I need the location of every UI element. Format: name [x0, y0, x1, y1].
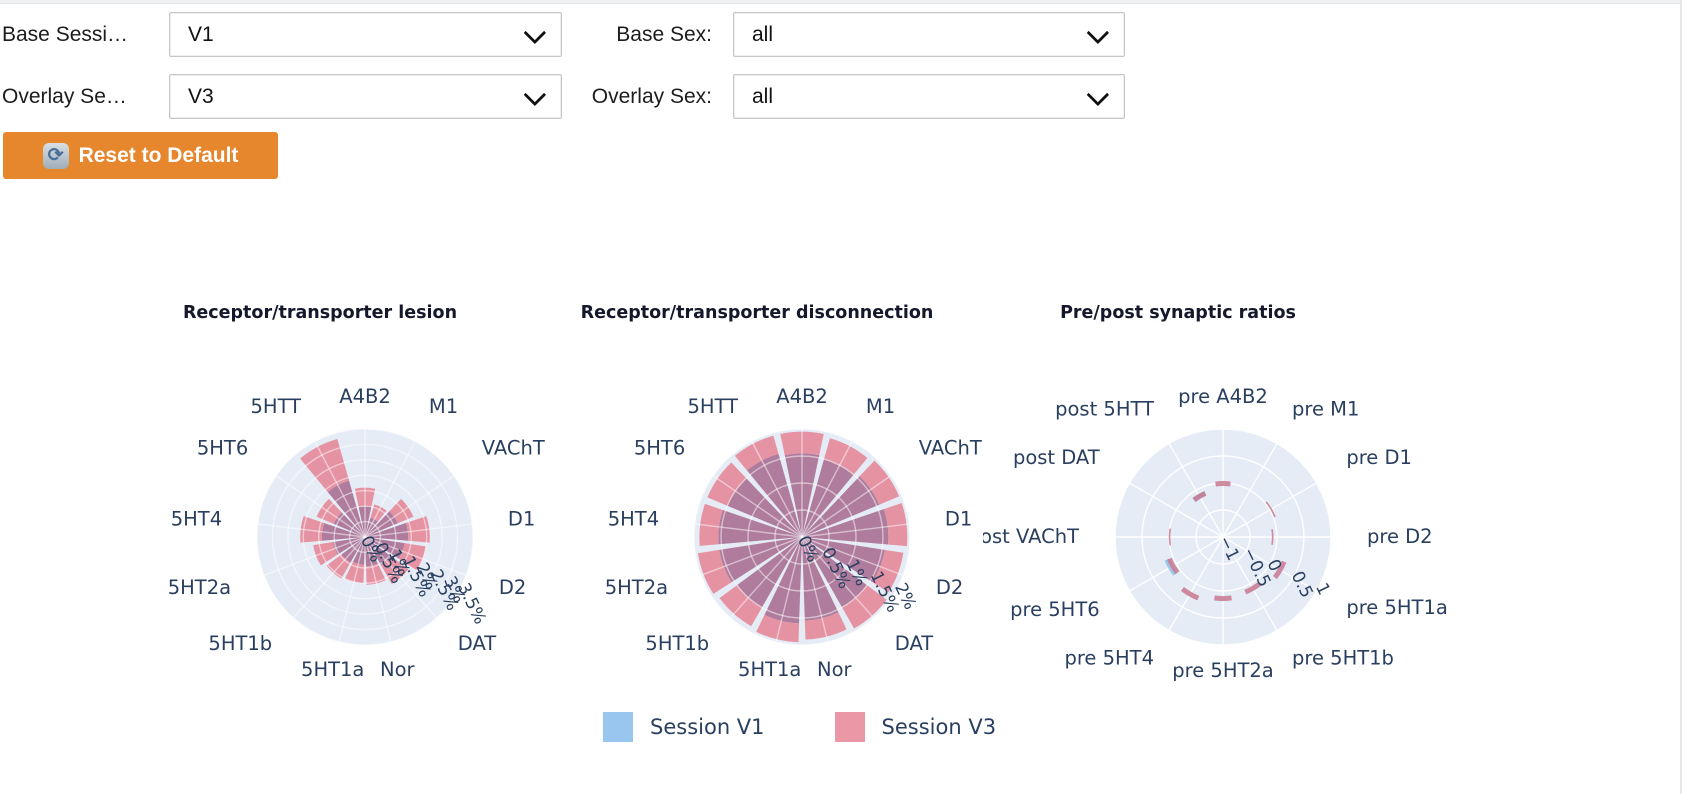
- overlay-session-label: Overlay Se…: [2, 85, 127, 108]
- legend-label-v3: Session V3: [881, 715, 997, 739]
- svg-text:5HT1b: 5HT1b: [208, 632, 272, 655]
- overlay-session-select[interactable]: V3: [169, 74, 562, 119]
- svg-text:5HT6: 5HT6: [197, 436, 248, 459]
- svg-text:5HT4: 5HT4: [608, 508, 659, 531]
- svg-text:pre 5HT1a: pre 5HT1a: [1346, 596, 1448, 619]
- chart-legend: Session V1 Session V3: [603, 712, 996, 742]
- base-sex-label: Base Sex:: [616, 23, 712, 46]
- svg-text:pre 5HT4: pre 5HT4: [1064, 647, 1154, 670]
- overlay-sex-value: all: [752, 84, 774, 108]
- svg-text:M1: M1: [866, 395, 895, 418]
- svg-text:5HT4: 5HT4: [171, 508, 222, 531]
- svg-text:A4B2: A4B2: [776, 387, 828, 408]
- svg-text:D2: D2: [499, 576, 526, 599]
- legend-swatch-v1: [603, 712, 633, 742]
- reset-button-label: Reset to Default: [78, 143, 239, 167]
- chevron-down-icon: [1086, 83, 1110, 106]
- legend-item-session-v1[interactable]: Session V1: [603, 712, 765, 742]
- svg-text:5HT6: 5HT6: [634, 436, 685, 459]
- chart-title-ratios: Pre/post synaptic ratios: [1060, 303, 1296, 323]
- polar-chart-disconnection[interactable]: 0%0.5%1%1.5%2%A4B2 M1VAChTD1D2DATNor5HT1a…: [562, 387, 1042, 687]
- svg-text:pre 5HT2a: pre 5HT2a: [1172, 659, 1274, 682]
- svg-text:5HTT: 5HTT: [251, 395, 302, 418]
- legend-item-session-v3[interactable]: Session V3: [834, 712, 997, 742]
- svg-text:5HT2a: 5HT2a: [168, 576, 231, 599]
- svg-text:A4B2: A4B2: [339, 387, 391, 408]
- svg-text:D1: D1: [508, 508, 535, 531]
- legend-swatch-v3: [834, 712, 865, 742]
- svg-text:DAT: DAT: [895, 632, 933, 655]
- overlay-sex-label: Overlay Sex:: [591, 85, 712, 108]
- svg-text:pre M1: pre M1: [1292, 397, 1359, 420]
- legend-label-v1: Session V1: [650, 715, 765, 739]
- base-session-select[interactable]: V1: [169, 12, 562, 57]
- svg-text:post DAT: post DAT: [1013, 446, 1100, 469]
- right-divider: [1680, 0, 1682, 794]
- svg-text:pre A4B2: pre A4B2: [1178, 387, 1268, 408]
- svg-text:pre D1: pre D1: [1346, 446, 1412, 469]
- base-sex-value: all: [752, 22, 774, 46]
- svg-text:pre D2: pre D2: [1367, 525, 1433, 548]
- svg-text:VAChT: VAChT: [919, 436, 982, 459]
- top-divider: [0, 0, 1682, 4]
- chevron-down-icon: [1086, 21, 1110, 44]
- svg-text:DAT: DAT: [458, 632, 496, 655]
- svg-text:D1: D1: [945, 508, 972, 531]
- base-session-label: Base Sessi…: [2, 23, 129, 46]
- chart-title-lesion: Receptor/transporter lesion: [182, 303, 458, 323]
- svg-text:pre 5HT6: pre 5HT6: [1010, 598, 1100, 621]
- svg-text:5HT1a: 5HT1a: [301, 658, 364, 681]
- svg-text:Nor: Nor: [817, 658, 853, 681]
- chevron-down-icon: [523, 83, 547, 106]
- base-session-value: V1: [188, 22, 214, 46]
- overlay-sex-select[interactable]: all: [733, 74, 1125, 119]
- polar-chart-lesion[interactable]: 0%0.5%1%1.5%2%2.5%3%3.5%A4B2 M1VAChTD1D2D…: [125, 387, 605, 687]
- svg-text:M1: M1: [429, 395, 458, 418]
- reset-to-default-button[interactable]: ⟳ Reset to Default: [3, 132, 278, 179]
- refresh-icon: ⟳: [42, 142, 69, 169]
- svg-text:post VAChT: post VAChT: [983, 525, 1079, 548]
- svg-text:Nor: Nor: [380, 658, 416, 681]
- svg-text:5HT1a: 5HT1a: [738, 658, 801, 681]
- chart-title-disconnection: Receptor/transporter disconnection: [580, 303, 934, 323]
- chevron-down-icon: [523, 21, 547, 44]
- svg-text:pre 5HT1b: pre 5HT1b: [1292, 647, 1394, 670]
- base-sex-select[interactable]: all: [733, 12, 1125, 57]
- svg-text:5HT2a: 5HT2a: [605, 576, 668, 599]
- svg-text:D2: D2: [936, 576, 963, 599]
- svg-text:5HTT: 5HTT: [688, 395, 739, 418]
- svg-text:5HT1b: 5HT1b: [645, 632, 709, 655]
- svg-text:post 5HTT: post 5HTT: [1055, 397, 1154, 420]
- overlay-session-value: V3: [188, 84, 214, 108]
- svg-text:VAChT: VAChT: [482, 436, 545, 459]
